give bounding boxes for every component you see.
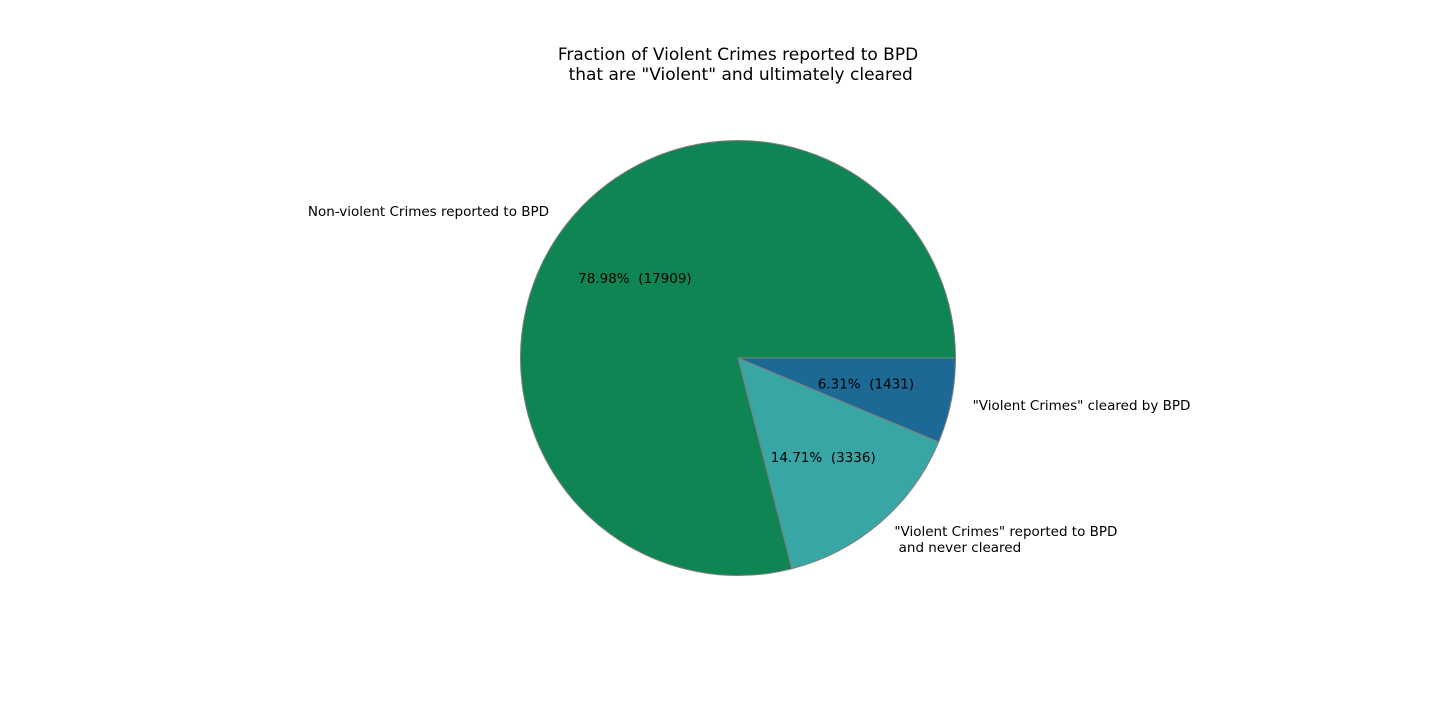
chart-title-line: Fraction of Violent Crimes reported to B… xyxy=(558,45,918,65)
slice-label: "Violent Crimes" reported to BPD and nev… xyxy=(894,524,1117,556)
slice-label: Non-violent Crimes reported to BPD xyxy=(308,204,549,220)
percent-labels: 6.31% (1431) 14.71% (3336) 78.98% (17909) xyxy=(578,271,914,466)
chart-title-line: that are "Violent" and ultimately cleare… xyxy=(563,65,913,85)
slice-percent-label: 6.31% (1431) xyxy=(818,377,914,393)
slice-label: "Violent Crimes" cleared by BPD xyxy=(973,398,1191,414)
slice-labels: "Violent Crimes" cleared by BPD "Violent … xyxy=(308,204,1191,556)
slice-percent-label: 78.98% (17909) xyxy=(578,271,692,287)
slice-percent-label: 14.71% (3336) xyxy=(771,450,876,466)
chart-title: Fraction of Violent Crimes reported to B… xyxy=(558,45,918,85)
pie-slice xyxy=(737,357,940,570)
pie-slices xyxy=(520,140,957,576)
pie-slice xyxy=(520,140,957,576)
